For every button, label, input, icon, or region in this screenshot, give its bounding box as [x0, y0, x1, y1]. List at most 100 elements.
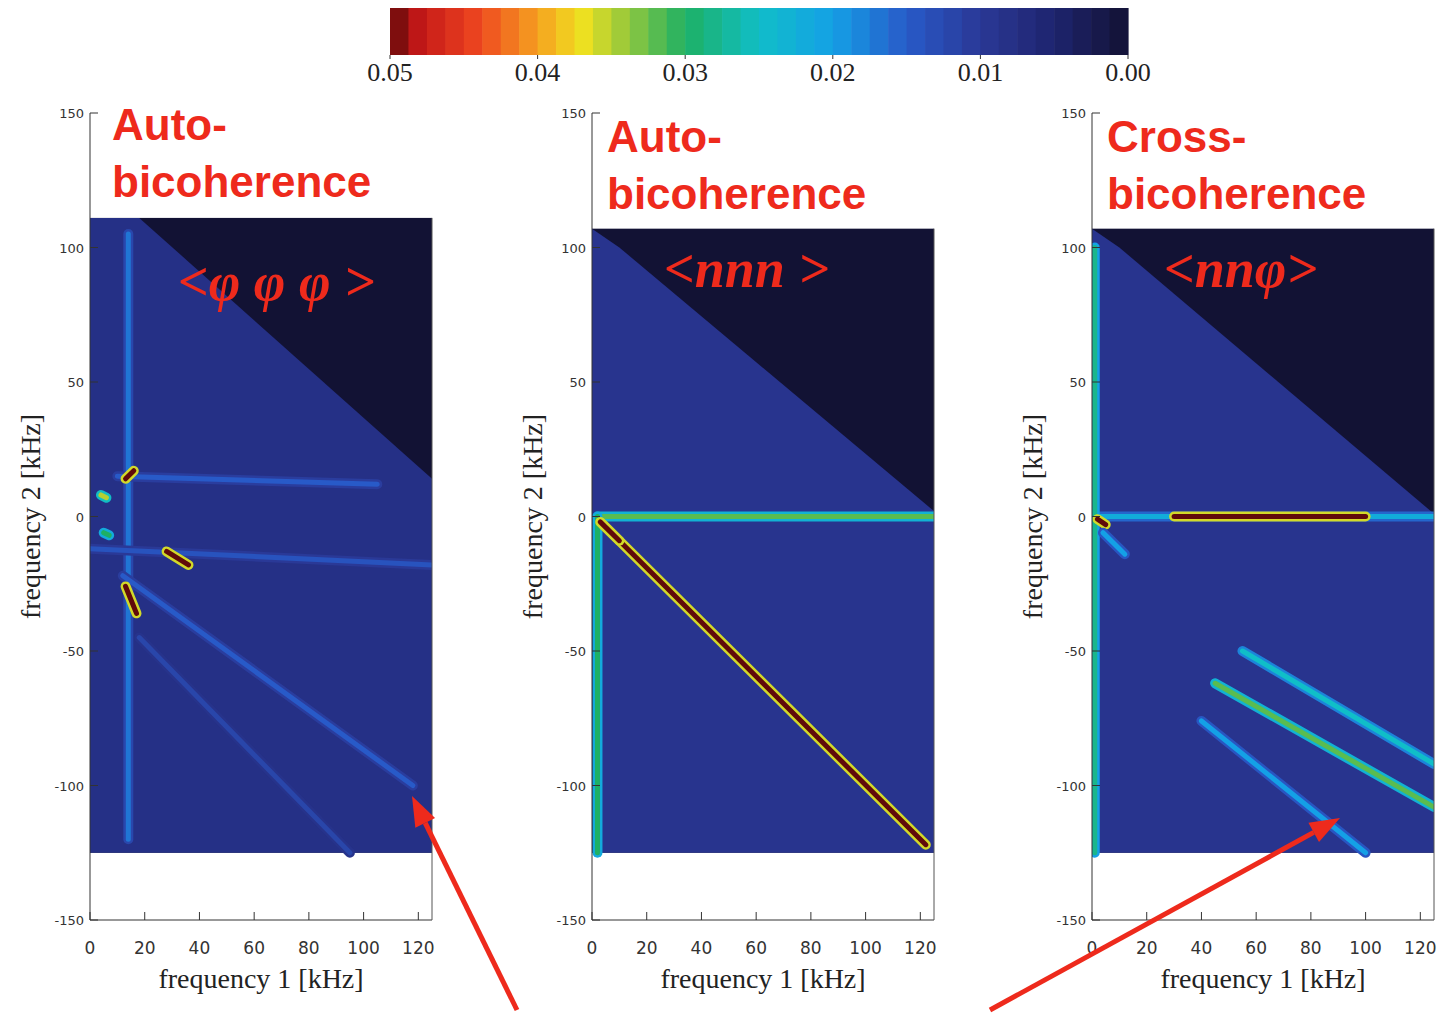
feature	[603, 525, 926, 845]
colorbar-swatch	[1073, 8, 1092, 55]
colorbar-swatch	[1110, 8, 1129, 55]
feature-halo	[1201, 721, 1365, 853]
x-tick-label: 40	[691, 938, 713, 958]
feature	[1103, 533, 1125, 555]
y-tick	[1092, 516, 1100, 517]
colorbar-swatch	[741, 8, 760, 55]
feature-halo	[104, 533, 109, 536]
feature-halo	[123, 234, 133, 839]
colorbar-swatch	[445, 8, 464, 55]
x-tick	[646, 912, 647, 920]
x-tick	[363, 912, 364, 920]
feature	[167, 551, 189, 564]
panel-annotation: <nnn >	[664, 239, 829, 299]
y-tick-label: -100	[556, 779, 586, 794]
x-tick	[1365, 912, 1366, 920]
feature	[90, 549, 432, 565]
x-tick-label: 100	[1349, 938, 1381, 958]
y-tick-label: 150	[1061, 106, 1086, 121]
x-tick	[144, 912, 145, 920]
y-tick-label: -150	[556, 913, 586, 928]
y-tick-label: -50	[1065, 644, 1086, 659]
colorbar-swatch	[833, 8, 852, 55]
x-axis-title: frequency 1 [kHz]	[1160, 963, 1365, 994]
x-tick-label: 40	[1191, 938, 1213, 958]
map-background	[1092, 229, 1434, 853]
y-axis-title: frequency 2 [kHz]	[1017, 414, 1048, 619]
colorbar-tick-label: 0.04	[515, 58, 561, 87]
colorbar-swatch	[685, 8, 704, 55]
x-tick	[418, 912, 419, 920]
feature-halo	[123, 576, 413, 786]
map-background	[90, 218, 432, 853]
y-tick	[592, 247, 600, 248]
panel-title-line: bicoherence	[112, 157, 371, 206]
colorbar-tick-label: 0.05	[367, 58, 413, 87]
colorbar-swatch	[575, 8, 594, 55]
x-tick-label: 80	[298, 938, 320, 958]
feature-halo	[1097, 519, 1105, 524]
colorbar-swatch	[704, 8, 723, 55]
colorbar-swatch	[556, 8, 575, 55]
feature-halo	[597, 512, 934, 522]
colorbar-swatch	[925, 8, 944, 55]
x-tick	[1256, 912, 1257, 920]
panel-annotation: <nnφ>	[1164, 239, 1317, 299]
feature	[104, 533, 109, 536]
y-tick	[90, 651, 98, 652]
x-axis	[592, 920, 934, 921]
heatmap	[592, 229, 934, 853]
y-tick-label: 0	[76, 510, 84, 525]
feature	[1097, 519, 1105, 524]
feature	[595, 517, 600, 853]
colorbar-swatch	[648, 8, 667, 55]
colorbar-swatch	[593, 8, 612, 55]
x-tick	[592, 912, 593, 920]
x-tick-label: 60	[243, 938, 265, 958]
y-tick-label: 0	[1078, 510, 1086, 525]
y-tick-label: 150	[561, 106, 586, 121]
panel-title-line: Cross-	[1107, 112, 1246, 161]
colorbar-tick-label: 0.01	[958, 58, 1004, 87]
arrow-shaft	[425, 823, 517, 1010]
feature	[1201, 721, 1365, 853]
domain	[1092, 229, 1434, 853]
arrow-head	[1308, 818, 1340, 842]
colorbar: 0.050.040.030.020.010.00	[367, 8, 1151, 87]
y-tick-label: 150	[59, 106, 84, 121]
colorbar-swatch	[408, 8, 427, 55]
x-tick-label: 100	[347, 938, 379, 958]
y-tick-label: 50	[67, 375, 84, 390]
feature	[597, 514, 934, 519]
arrow	[412, 796, 517, 1010]
panel: 020406080100120-150-100-50050100150frequ…	[517, 106, 937, 994]
x-tick-label: 40	[189, 938, 211, 958]
colorbar-swatch	[1036, 8, 1055, 55]
feature	[600, 522, 619, 541]
feature	[117, 476, 377, 484]
heatmap	[90, 218, 432, 853]
panel-title-line: Auto-	[607, 112, 722, 161]
colorbar-swatch	[1017, 8, 1036, 55]
colorbar-swatch	[814, 8, 833, 55]
feature	[123, 576, 413, 786]
colorbar-swatch	[962, 8, 981, 55]
x-tick-label: 80	[800, 938, 822, 958]
y-tick	[592, 113, 600, 114]
x-tick	[701, 912, 702, 920]
map-right-edge	[432, 218, 433, 920]
feature-halo	[139, 638, 350, 853]
x-tick	[810, 912, 811, 920]
y-tick	[592, 785, 600, 786]
panel-title: Auto-bicoherence	[607, 112, 866, 218]
x-tick-label: 0	[587, 938, 598, 958]
panel-title: Auto-bicoherence	[112, 100, 371, 206]
x-tick	[1310, 912, 1311, 920]
feature	[1242, 651, 1434, 764]
feature	[126, 471, 134, 479]
y-tick	[1092, 785, 1100, 786]
y-tick-label: 50	[1069, 375, 1086, 390]
colorbar-swatch	[519, 8, 538, 55]
heatmap	[1092, 229, 1434, 853]
feature-halo	[167, 551, 189, 564]
